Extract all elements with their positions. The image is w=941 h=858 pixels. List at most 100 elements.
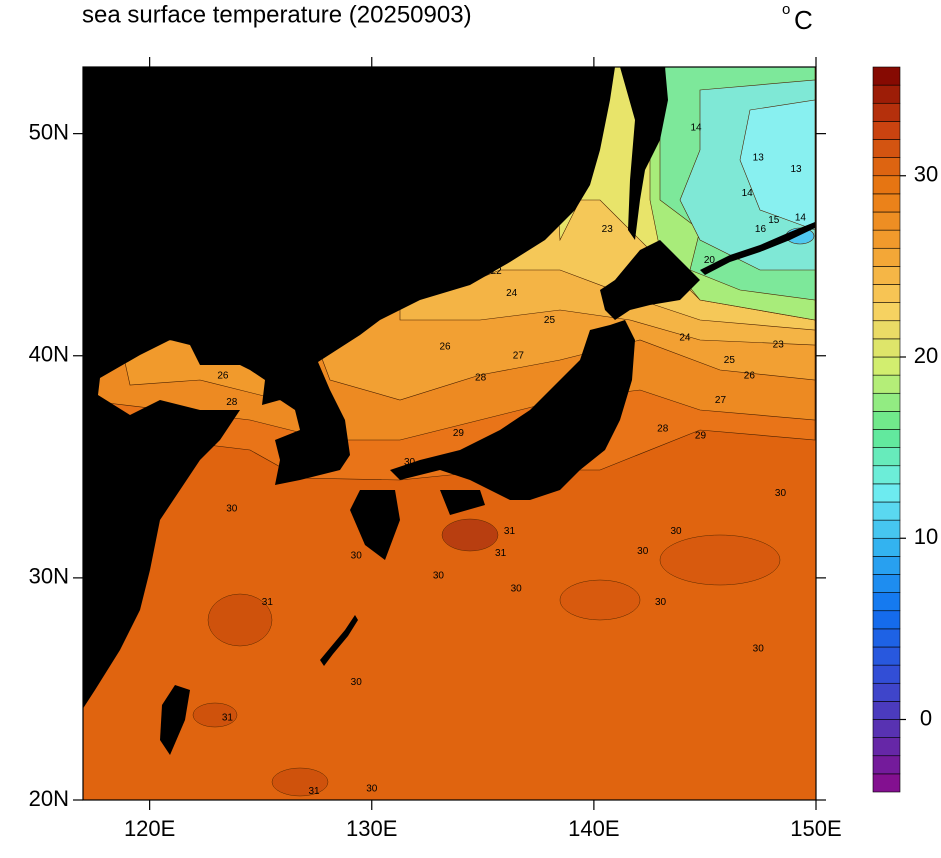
colorbar-tick-label: 20 (914, 343, 938, 368)
colorbar-box (872, 556, 901, 575)
contour-label: 25 (724, 355, 736, 366)
colorbar-box (872, 211, 901, 231)
colorbar-box (872, 737, 901, 757)
contour-label: 23 (602, 224, 614, 235)
contour-label: 30 (366, 784, 378, 795)
sakhalin (620, 67, 668, 240)
contour-label: 30 (671, 526, 683, 537)
colorbar-box (872, 755, 901, 775)
contour-label: 14 (742, 188, 754, 199)
band-13 (739, 99, 816, 231)
colorbar-box (872, 139, 901, 158)
shikoku (440, 490, 485, 515)
colorbar-box (872, 483, 901, 503)
plot-frame (82, 66, 817, 801)
patch (271, 767, 329, 797)
contour-label: 30 (775, 488, 787, 499)
kuril-islands (700, 222, 815, 275)
colorbar-box (872, 574, 901, 593)
contour-label: 31 (495, 548, 507, 559)
contour-label: 14 (795, 213, 807, 224)
honshu (390, 320, 635, 500)
kyushu (350, 490, 400, 560)
continent (83, 67, 615, 709)
x-tick-label: 140E (568, 816, 619, 841)
colorbar-box (872, 610, 901, 630)
colorbar-box (872, 229, 901, 249)
x-tick-label: 120E (124, 816, 175, 841)
patch (192, 702, 238, 728)
colorbar-box (872, 84, 901, 104)
contour-label: 28 (657, 424, 669, 435)
contour-label: 13 (790, 164, 802, 175)
contour-label: 26 (744, 370, 756, 381)
contour-label: 20 (704, 255, 716, 266)
patch (559, 579, 641, 621)
patch (207, 593, 273, 647)
contour-label: 30 (404, 457, 416, 468)
contour-label: 24 (679, 333, 691, 344)
colorbar-box (872, 356, 901, 376)
colorbar-box (872, 429, 901, 448)
map-title: sea surface temperature (20250903) (82, 1, 472, 28)
contour-label: 30 (351, 677, 363, 688)
colorbar-box (872, 719, 901, 738)
land (83, 67, 815, 755)
colorbar-box (872, 664, 901, 684)
ryukyu-islands (320, 615, 358, 666)
contour-label: 30 (511, 584, 523, 595)
patch (659, 534, 781, 586)
colorbar-box (872, 193, 901, 213)
colorbar-box (872, 266, 901, 285)
colorbar-box (872, 320, 901, 340)
colorbar-box (872, 537, 901, 557)
hokkaido (600, 240, 700, 320)
colorbar-box (872, 773, 901, 793)
colorbar: 0 10 20 30 (872, 66, 938, 793)
contour-label: 27 (513, 350, 525, 361)
contour-label: 25 (544, 315, 556, 326)
y-tick-label: 30N (29, 564, 69, 589)
patch (441, 518, 499, 552)
colorbar-box (872, 121, 901, 140)
contour-label: 30 (226, 504, 238, 515)
contour-label: 26 (439, 342, 451, 353)
contour-label: 22 (491, 266, 503, 277)
contour-label: 30 (655, 597, 667, 608)
contour-label: 14 (690, 123, 702, 134)
contour-label: 24 (506, 288, 518, 299)
colorbar-box (872, 519, 901, 539)
colorbar-box (872, 501, 901, 521)
colorbar-box (872, 102, 901, 122)
colorbar-box (872, 247, 901, 267)
contour-label: 31 (262, 597, 274, 608)
contour-label: 30 (637, 546, 649, 557)
colorbar-box (872, 701, 901, 720)
contour-label: 13 (753, 153, 765, 164)
contour-label: 15 (768, 215, 780, 226)
contour-label: 30 (351, 550, 363, 561)
contour-label: 26 (217, 370, 229, 381)
contour-label: 30 (433, 570, 445, 581)
colorbar-box (872, 447, 901, 467)
contour-label: 31 (504, 526, 516, 537)
contour-label: 16 (755, 224, 767, 235)
unit-degree: o (782, 1, 790, 18)
colorbar-box (872, 175, 901, 195)
colorbar-box (872, 646, 901, 666)
colorbar-box (872, 465, 901, 485)
colorbar-tick-label: 10 (914, 524, 938, 549)
colorbar-box (872, 338, 901, 358)
colorbar-box (872, 411, 901, 430)
colorbar-box (872, 592, 901, 612)
colorbar-box (872, 157, 901, 177)
contour-label: 30 (753, 644, 765, 655)
colorbar-box (872, 284, 901, 303)
contour-label: 23 (773, 339, 785, 350)
colorbar-box (872, 374, 901, 394)
contour-label: 27 (715, 395, 727, 406)
contour-label: 29 (453, 428, 465, 439)
